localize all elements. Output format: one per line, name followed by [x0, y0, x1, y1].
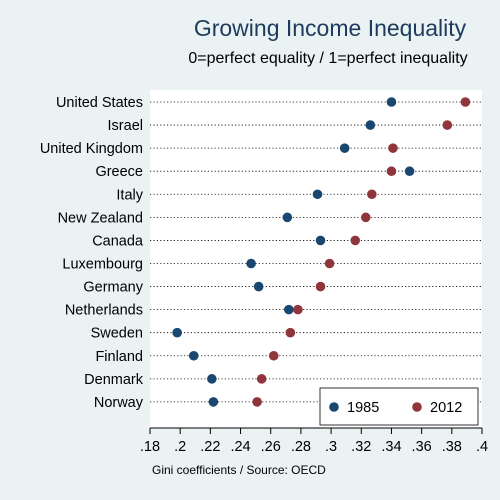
category-label-israel: Israel [108, 118, 143, 134]
point-2012-united-kingdom [388, 143, 398, 153]
point-2012-new-zealand [361, 212, 371, 223]
x-axis-ticks: .18 .2 .22 .24 .26 .28 .3 .32 .34 .36 .38 .4 [140, 428, 488, 455]
point-1985-germany [253, 281, 264, 292]
x-tick-label-1: .2 [174, 439, 186, 455]
point-2012-greece [386, 166, 397, 177]
point-2012-norway [252, 397, 262, 407]
point-1985-luxembourg [246, 258, 256, 269]
point-1985-canada [315, 235, 326, 246]
x-tick-label-11: .4 [476, 439, 488, 455]
x-tick-label-9: .36 [412, 439, 432, 455]
point-2012-israel [442, 120, 453, 130]
point-1985-norway [208, 397, 219, 407]
category-label-finland: Finland [95, 349, 143, 365]
category-label-italy: Italy [116, 187, 143, 203]
point-1985-netherlands [284, 304, 294, 315]
category-label-denmark: Denmark [84, 372, 144, 388]
category-label-united-states: United States [56, 95, 143, 111]
point-2012-luxembourg [324, 258, 335, 269]
point-2012-sweden [285, 327, 296, 338]
legend-label-1985: 1985 [347, 400, 379, 416]
point-1985-finland [188, 350, 199, 361]
legend-box [319, 387, 479, 426]
legend-marker-1985 [329, 402, 339, 412]
category-label-new-zealand: New Zealand [58, 210, 143, 226]
point-1985-sweden [172, 327, 182, 338]
category-label-canada: Canada [92, 233, 144, 249]
x-tick-label-8: .34 [381, 439, 401, 455]
category-label-luxembourg: Luxembourg [62, 256, 143, 272]
legend-label-2012: 2012 [430, 400, 462, 416]
chart-title: Growing Income Inequality [194, 15, 467, 41]
category-label-norway: Norway [94, 395, 144, 411]
grid-lines [150, 101, 482, 403]
x-tick-label-5: .28 [291, 439, 311, 455]
point-1985-united-kingdom [339, 143, 350, 153]
point-1985-united-states [386, 97, 397, 107]
point-2012-denmark [256, 374, 267, 384]
category-label-sweden: Sweden [91, 326, 143, 342]
x-tick-label-7: .32 [351, 439, 371, 455]
category-label-greece: Greece [95, 164, 143, 180]
legend: 1985 2012 [319, 387, 479, 426]
x-tick-label-2: .22 [200, 439, 220, 455]
x-tick-label-4: .26 [261, 439, 281, 455]
point-2012-united-states [460, 97, 471, 107]
point-1985-new-zealand [282, 212, 293, 223]
category-label-netherlands: Netherlands [65, 303, 143, 319]
x-tick-label-10: .38 [442, 439, 462, 455]
category-labels: United States Israel United Kingdom Greece I… [40, 95, 144, 411]
point-2012-canada [350, 235, 361, 246]
point-1985-denmark [207, 374, 217, 384]
point-2012-italy [367, 189, 377, 200]
data-points [172, 97, 471, 407]
point-2012-netherlands [293, 304, 303, 315]
x-tick-label-6: .3 [325, 439, 337, 455]
x-tick-label-3: .24 [230, 439, 250, 455]
point-2012-finland [268, 350, 279, 361]
point-1985-greece [404, 166, 415, 177]
category-label-germany: Germany [83, 280, 143, 296]
chart-subtitle: 0=perfect equality / 1=perfect inequalit… [188, 50, 467, 67]
category-label-united-kingdom: United Kingdom [40, 141, 143, 157]
point-2012-germany [315, 281, 326, 292]
plot-area [150, 90, 482, 428]
x-tick-label-0: .18 [140, 439, 160, 455]
point-1985-israel [365, 120, 376, 130]
legend-marker-2012 [412, 402, 422, 412]
point-1985-italy [312, 189, 323, 200]
chart-note: Gini coefficients / Source: OECD [152, 463, 326, 477]
